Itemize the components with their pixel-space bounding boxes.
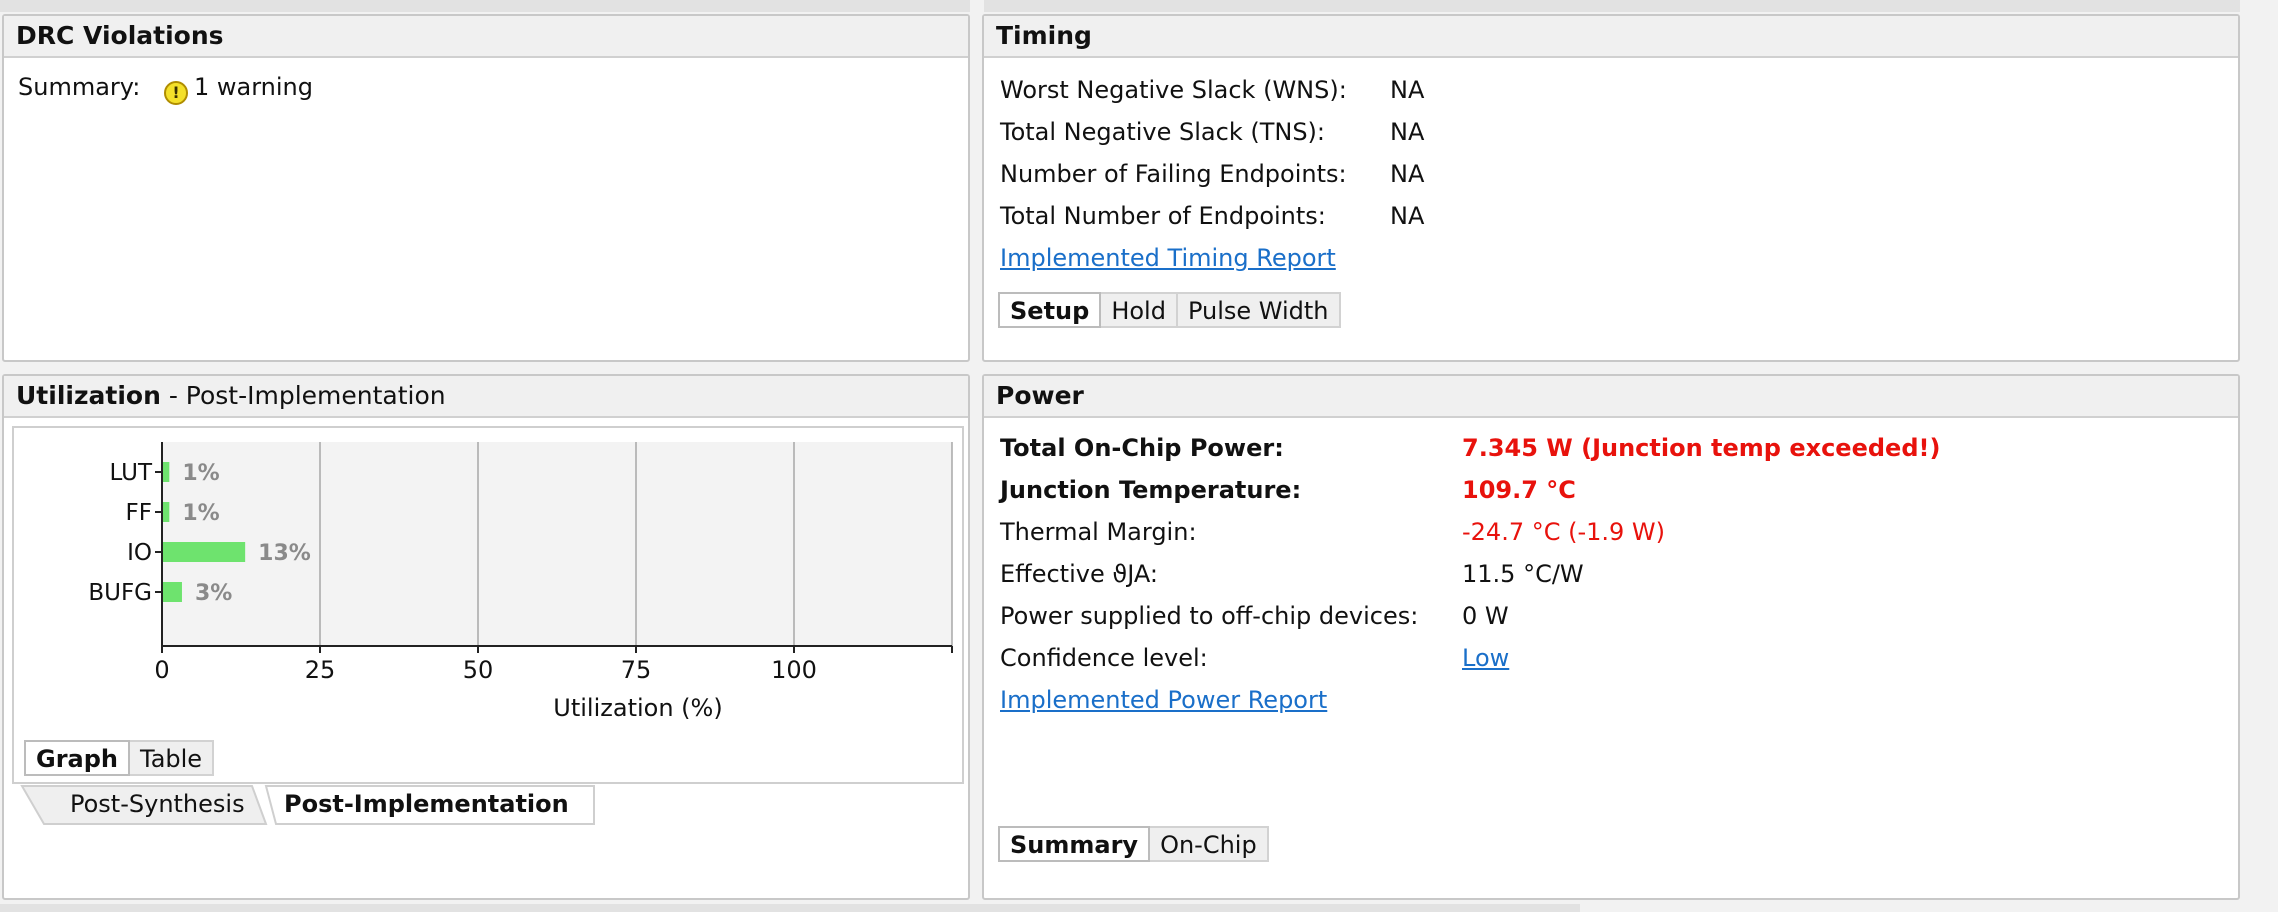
timing-panel-title: Timing: [984, 16, 2238, 58]
data-label-io: 13%: [258, 541, 311, 566]
timing-label-wns: Worst Negative Slack (WNS):: [1000, 76, 1347, 104]
warning-icon: !: [164, 81, 188, 105]
utilization-panel-title: Utilization - Post-Implementation: [4, 376, 968, 418]
power-value-total-on-chip: 7.345 W (Junction temp exceeded!): [1462, 434, 1941, 462]
bottom-scroll-edge: [0, 904, 1580, 912]
utilization-view-tabs: Graph Table: [24, 740, 215, 776]
timing-label-total-endpoints: Total Number of Endpoints:: [1000, 202, 1326, 230]
tab-hold[interactable]: Hold: [1101, 292, 1178, 328]
tab-graph[interactable]: Graph: [24, 740, 130, 776]
y-tick-label-io: IO: [127, 540, 152, 566]
tab-post-synthesis[interactable]: Post-Synthesis: [70, 790, 245, 818]
y-tick-label-bufg: BUFG: [88, 580, 152, 606]
drc-violations-panel: DRC Violations Summary: ! 1 warning: [2, 14, 970, 362]
tab-summary[interactable]: Summary: [998, 826, 1151, 862]
power-value-confidence-link[interactable]: Low: [1462, 644, 1510, 672]
tab-setup[interactable]: Setup: [998, 292, 1102, 328]
drc-warning-count: 1 warning: [194, 73, 314, 101]
timing-value-total-endpoints: NA: [1390, 202, 1425, 230]
x-axis-label: Utilization (%): [553, 694, 722, 722]
y-tick-label-lut: LUT: [109, 460, 153, 486]
timing-value-wns: NA: [1390, 76, 1425, 104]
implemented-timing-report-link[interactable]: Implemented Timing Report: [1000, 244, 1336, 272]
timing-value-failing-endpoints: NA: [1390, 160, 1425, 188]
power-value-off-chip: 0 W: [1462, 602, 1509, 630]
power-label-effective-theta-ja: Effective ϑJA:: [1000, 560, 1158, 588]
utilization-subtitle: - Post-Implementation: [160, 381, 446, 410]
x-tick-label-25: 25: [305, 656, 336, 684]
tab-post-implementation[interactable]: Post-Implementation: [284, 790, 569, 818]
stage-tab-shape: [20, 785, 595, 825]
tab-on-chip[interactable]: On-Chip: [1150, 826, 1269, 862]
utilization-panel: Utilization - Post-Implementation 0 25 50 7…: [2, 374, 970, 900]
timing-label-failing-endpoints: Number of Failing Endpoints:: [1000, 160, 1347, 188]
power-label-total-on-chip: Total On-Chip Power:: [1000, 434, 1284, 462]
bar-io: [163, 542, 246, 562]
timing-tabs: Setup Hold Pulse Width: [998, 292, 1341, 328]
power-panel: Power Total On-Chip Power: 7.345 W (Junc…: [982, 374, 2240, 900]
power-label-confidence: Confidence level:: [1000, 644, 1208, 672]
power-tabs: Summary On-Chip: [998, 826, 1269, 862]
timing-label-tns: Total Negative Slack (TNS):: [1000, 118, 1326, 146]
data-label-ff: 1%: [182, 501, 219, 526]
x-tick-label-0: 0: [154, 656, 169, 684]
power-label-junction-temp: Junction Temperature:: [1000, 476, 1302, 504]
plot-area: [162, 442, 952, 646]
x-tick-label-100: 100: [771, 656, 817, 684]
power-label-thermal-margin: Thermal Margin:: [1000, 518, 1197, 546]
power-panel-title: Power: [984, 376, 2238, 418]
drc-summary-value[interactable]: ! 1 warning: [164, 71, 313, 105]
data-label-lut: 1%: [182, 461, 219, 486]
power-value-thermal-margin: -24.7 °C (-1.9 W): [1462, 518, 1666, 546]
drc-summary-label: Summary:: [18, 73, 141, 101]
data-label-bufg: 3%: [195, 581, 232, 606]
tab-pulse-width[interactable]: Pulse Width: [1177, 292, 1341, 328]
utilization-chart-frame: 0 25 50 75 100 LUT 1% FF 1% IO 13% BUFG 3% Utilizatio…: [12, 426, 964, 784]
bar-ff: [163, 502, 170, 522]
timing-panel: Timing Worst Negative Slack (WNS): NA To…: [982, 14, 2240, 362]
top-scroll-edge-right: [984, 0, 2240, 12]
x-tick-label-50: 50: [463, 656, 494, 684]
x-tick-label-75: 75: [621, 656, 652, 684]
tab-table[interactable]: Table: [130, 740, 215, 776]
utilization-stage-tabs: Post-Synthesis Post-Implementation: [4, 784, 968, 828]
power-value-effective-theta-ja: 11.5 °C/W: [1462, 560, 1584, 588]
top-scroll-edge: [0, 0, 970, 12]
timing-value-tns: NA: [1390, 118, 1425, 146]
implemented-power-report-link[interactable]: Implemented Power Report: [1000, 686, 1328, 714]
y-tick-label-ff: FF: [126, 500, 152, 526]
utilization-chart: 0 25 50 75 100 LUT 1% FF 1% IO 13% BUFG 3% Utilizatio…: [88, 442, 953, 722]
drc-panel-title: DRC Violations: [4, 16, 968, 58]
bar-lut: [163, 462, 170, 482]
utilization-title: Utilization: [16, 381, 161, 410]
bar-bufg: [163, 582, 182, 602]
power-label-off-chip: Power supplied to off-chip devices:: [1000, 602, 1419, 630]
power-value-junction-temp: 109.7 °C: [1462, 476, 1576, 504]
